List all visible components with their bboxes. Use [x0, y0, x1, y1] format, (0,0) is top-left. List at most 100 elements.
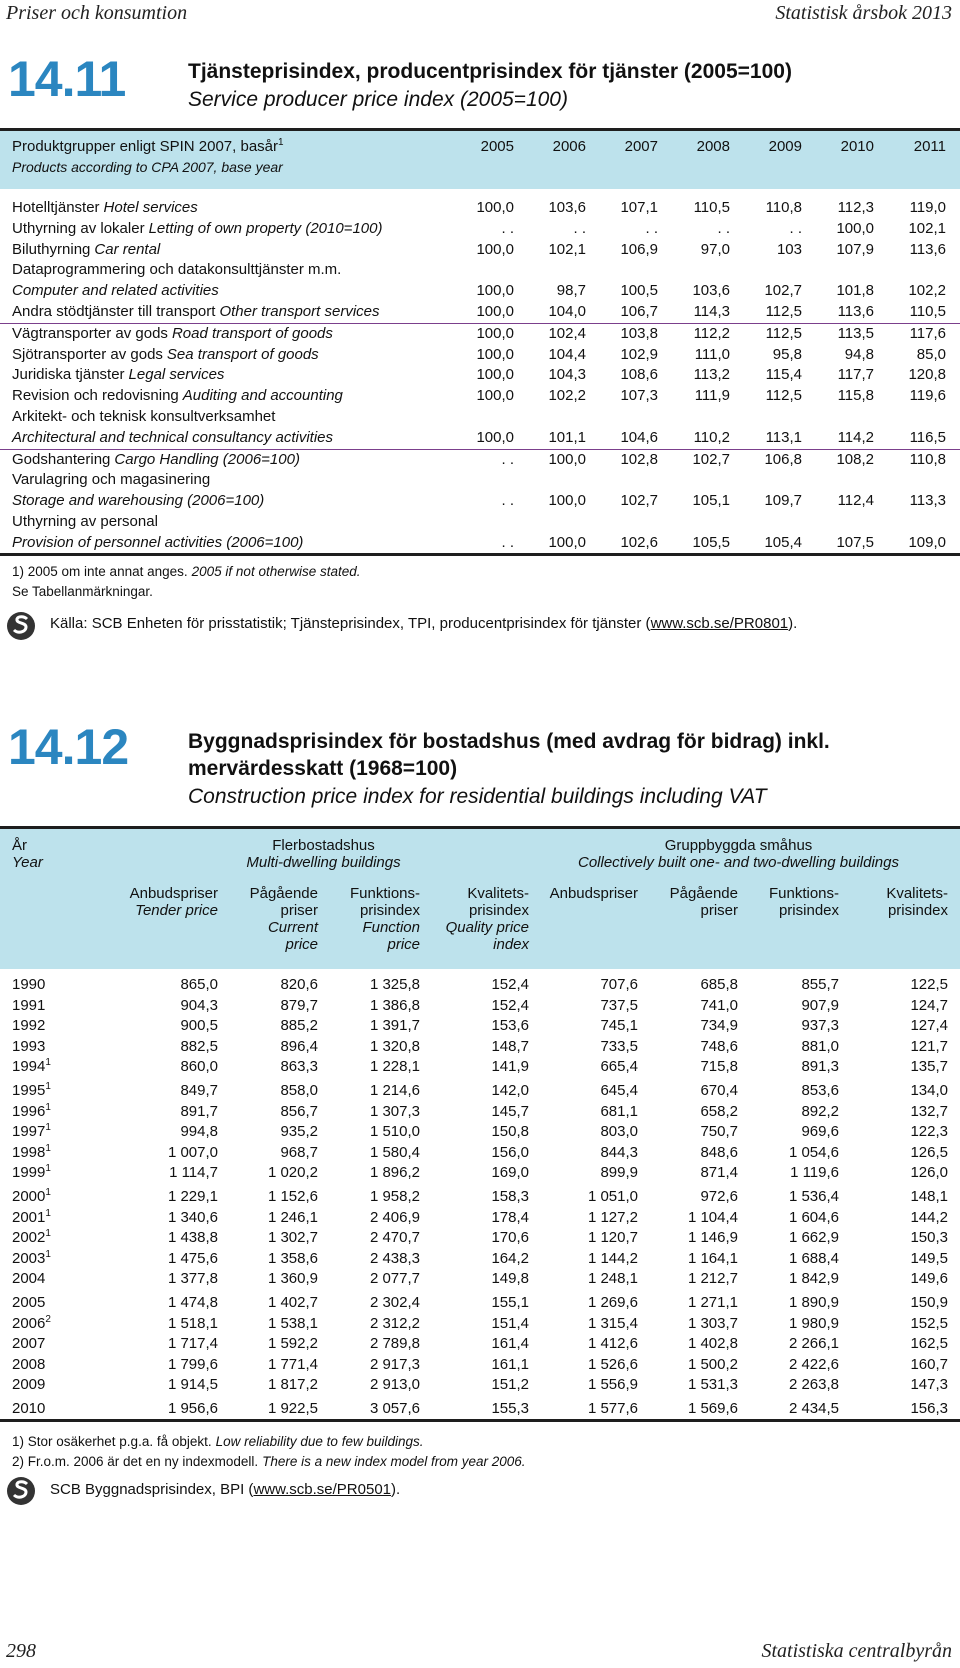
cell-value: 1 340,6 — [167, 1208, 218, 1226]
table-row: Hotelltjänster Hotel services 100,0 103,6 10… — [0, 198, 960, 219]
source: Källa: SCB Enheten för prisstatistik; Tj… — [50, 615, 797, 632]
cell-value: 937,3 — [801, 1017, 839, 1035]
cell-value: 2 263,8 — [788, 1376, 839, 1394]
cell-value: 147,3 — [910, 1376, 948, 1394]
cell-value: 848,6 — [700, 1143, 738, 1161]
table-number: 14.11 — [8, 51, 126, 107]
cell-value: 1 475,6 — [167, 1249, 218, 1267]
row-year: 2007 — [12, 1334, 118, 1355]
cell-value: 1 269,6 — [587, 1293, 638, 1311]
cell-value: 102,1 — [908, 219, 946, 237]
cell-value: 134,0 — [910, 1081, 948, 1099]
table-row: 2008 1 799,6 1 771,4 2 917,3 161,1 1 526,6 1 5… — [0, 1355, 960, 1376]
stub-en: Year — [12, 854, 43, 871]
cell-value: 105,5 — [692, 533, 730, 551]
cell-value: 127,4 — [910, 1017, 948, 1035]
source-link[interactable]: www.scb.se/PR0801 — [650, 615, 789, 632]
group-header: Gruppbyggda småhus Collectively built one… — [529, 837, 948, 871]
cell-value: 135,7 — [910, 1058, 948, 1076]
stub-sup: 1 — [278, 137, 284, 148]
header-band: Produktgrupper enligt SPIN 2007, basår1 … — [0, 128, 960, 189]
table-row: Sjötransporter av gods Sea transport of g… — [0, 345, 960, 366]
cell-value: 1 377,8 — [167, 1270, 218, 1288]
cell-value: 114,3 — [693, 302, 730, 320]
cell-value: 105,4 — [764, 533, 802, 551]
cell-value: 1 817,2 — [267, 1376, 318, 1394]
cell-value: 1 229,1 — [167, 1187, 218, 1205]
cell-value: 1 526,6 — [587, 1355, 638, 1373]
column-header: 2006 — [552, 138, 586, 155]
cell-value: 102,1 — [548, 240, 586, 258]
table-row: 2009 1 914,5 1 817,2 2 913,0 151,2 1 556,9 1 5… — [0, 1375, 960, 1396]
label-en: Other transport services — [219, 302, 380, 320]
cell-value: 741,0 — [700, 996, 738, 1014]
cell-value: 994,8 — [180, 1123, 218, 1141]
cell-value: 1 051,0 — [587, 1187, 638, 1205]
cell-value: 856,7 — [280, 1102, 318, 1120]
cell-value: 98,7 — [556, 282, 586, 300]
cell-value: 100,0 — [836, 219, 874, 237]
table-rule — [0, 1419, 960, 1422]
year: 1990 — [12, 976, 46, 993]
row-label: Vägtransporter av gods Road transport of … — [12, 324, 442, 345]
cell-value: 685,8 — [700, 976, 738, 993]
cell-value: 102,7 — [764, 282, 802, 300]
row-label: Architectural and technical consultancy … — [12, 428, 442, 449]
row-label: Storage and warehousing (2006=100) — [12, 491, 442, 512]
cell-value: 1 119,6 — [790, 1164, 839, 1182]
cell-value: 158,3 — [491, 1187, 529, 1205]
cell-value: 112,5 — [765, 387, 802, 405]
cell-value: 907,9 — [801, 996, 839, 1014]
column-header: 2005 — [480, 138, 514, 155]
cell-value: 111,0 — [694, 345, 730, 363]
table-row: 19981 1 007,0 968,7 1 580,4 156,0 844,3 848,6 1… — [0, 1143, 960, 1164]
cell-value: 102,9 — [620, 345, 658, 363]
cell-value: 1 662,9 — [788, 1229, 839, 1247]
cell-value: 113,6 — [909, 240, 946, 258]
cell-value: 122,5 — [910, 976, 948, 993]
cell-value: 858,0 — [280, 1081, 318, 1099]
cell-value: 151,4 — [491, 1314, 529, 1332]
cell-value: 1 127,2 — [587, 1208, 638, 1226]
cell-value: 107,9 — [836, 240, 874, 258]
spacer — [12, 885, 118, 953]
cell-value: 1 303,7 — [687, 1314, 738, 1332]
column-header: 2008 — [696, 138, 730, 155]
cell-value: 100,0 — [476, 366, 514, 384]
cell-value: 860,0 — [180, 1058, 218, 1076]
notes: 1) Stor osäkerhet p.g.a. få objekt. Low r… — [0, 1432, 526, 1472]
row-label: Hotelltjänster Hotel services — [12, 198, 442, 219]
cell-value: 891,7 — [180, 1102, 218, 1120]
cell-value: 148,1 — [910, 1187, 948, 1205]
cell-value: 100,0 — [476, 345, 514, 363]
table-row: 20011 1 340,6 1 246,1 2 406,9 178,4 1 127,2 1 … — [0, 1208, 960, 1229]
cell-value: 1 325,8 — [369, 976, 420, 993]
cell-value: 1 580,4 — [369, 1143, 420, 1161]
cell-value: 149,5 — [910, 1249, 948, 1267]
year: 2004 — [12, 1270, 46, 1288]
cell-value: 1 717,4 — [167, 1335, 218, 1353]
cell-value: 120,8 — [908, 366, 946, 384]
column-sv: Kvalitets- prisindex — [886, 885, 948, 919]
cell-value: 1 510,0 — [369, 1123, 420, 1141]
note-sv: Se Tabellanmärkningar. — [12, 584, 153, 599]
cell-value: 110,8 — [765, 199, 802, 216]
cell-value: 1 228,1 — [369, 1058, 420, 1076]
footnote-ref: 1 — [45, 1080, 51, 1092]
row-label: Varulagring och magasinering — [12, 470, 442, 491]
cell-value: 1 531,3 — [687, 1376, 738, 1394]
cell-value: 113,6 — [837, 302, 874, 320]
source-link[interactable]: www.scb.se/PR0501 — [253, 1481, 392, 1498]
table-row: 19961 891,7 856,7 1 307,3 145,7 681,1 658,2 892… — [0, 1102, 960, 1123]
cell-value: 100,0 — [476, 324, 514, 342]
note: 1) 2005 om inte annat anges. 2005 if not … — [12, 562, 361, 582]
cell-value: 891,3 — [801, 1058, 839, 1076]
cell-value: 1 320,8 — [369, 1037, 420, 1055]
cell-value: 2 913,0 — [369, 1376, 420, 1394]
cell-value: 1 474,8 — [167, 1293, 218, 1311]
table-row: Provision of personnel activities (2006=… — [0, 533, 960, 554]
table-row: 20021 1 438,8 1 302,7 2 470,7 170,6 1 120,7 1 … — [0, 1228, 960, 1249]
table-row: Juridiska tjänster Legal services 100,0 104… — [0, 365, 960, 386]
group-en: Collectively built one- and two-dwelling… — [577, 854, 899, 871]
